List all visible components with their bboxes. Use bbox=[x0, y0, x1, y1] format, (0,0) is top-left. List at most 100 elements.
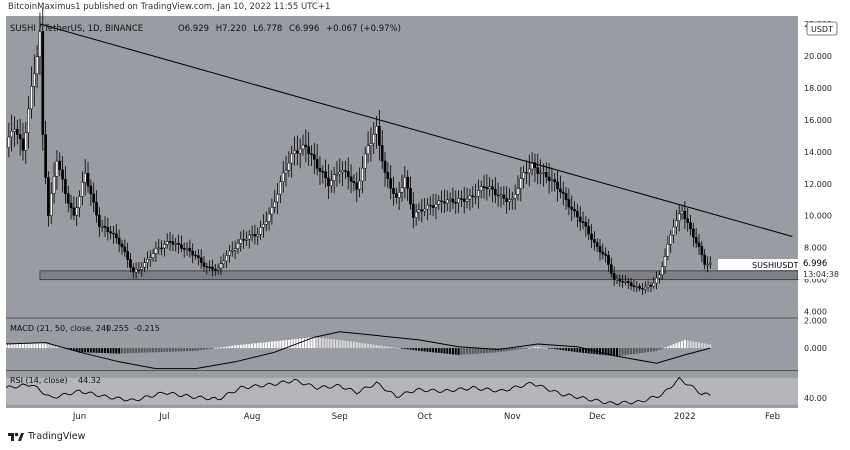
candle-body bbox=[431, 205, 435, 208]
macd-histogram-bar bbox=[485, 348, 488, 353]
macd-histogram-bar bbox=[36, 342, 39, 349]
macd-histogram-bar bbox=[197, 348, 200, 351]
time-axis-tick: Dec bbox=[589, 412, 606, 422]
macd-histogram-bar bbox=[160, 348, 163, 353]
candle-body bbox=[525, 172, 528, 174]
candle-body bbox=[146, 258, 149, 263]
macd-histogram-bar bbox=[401, 348, 403, 349]
candle-body bbox=[191, 250, 195, 256]
macd-histogram-bar bbox=[542, 347, 545, 349]
macd-histogram-bar bbox=[460, 348, 463, 355]
candle-body bbox=[400, 187, 404, 193]
tradingview-logo[interactable]: TradingView bbox=[8, 431, 85, 442]
macd-histogram-bar bbox=[7, 343, 10, 349]
candle-body bbox=[505, 198, 508, 202]
macd-histogram-bar bbox=[562, 348, 565, 351]
candle-body bbox=[632, 285, 636, 287]
candle-body bbox=[259, 226, 262, 235]
macd-histogram-bar bbox=[635, 348, 638, 354]
macd-histogram-bar bbox=[395, 347, 398, 349]
macd-histogram-bar bbox=[242, 344, 245, 349]
macd-histogram-bar bbox=[194, 348, 197, 351]
candle-body bbox=[440, 200, 443, 203]
macd-histogram-bar bbox=[567, 348, 570, 352]
macd-histogram-bar bbox=[548, 348, 551, 349]
macd-histogram-bar bbox=[420, 348, 423, 352]
macd-histogram-bar bbox=[44, 342, 47, 349]
candle-body bbox=[78, 196, 81, 208]
price-value: 6.996 bbox=[803, 259, 827, 269]
candle-body bbox=[584, 222, 588, 227]
candle-body bbox=[607, 255, 610, 265]
macd-histogram-bar bbox=[497, 348, 500, 353]
macd-histogram-bar bbox=[675, 343, 678, 349]
candle-body bbox=[553, 179, 557, 183]
candle-body bbox=[465, 198, 469, 202]
candle-body bbox=[683, 211, 687, 220]
candle-body bbox=[262, 224, 265, 228]
candle-body bbox=[380, 145, 384, 162]
macd-histogram-bar bbox=[55, 345, 58, 349]
candle-body bbox=[361, 167, 364, 182]
rsi-title: RSI (14, close) bbox=[10, 376, 68, 385]
candle-body bbox=[638, 286, 641, 289]
candle-body bbox=[219, 263, 223, 269]
candle-body bbox=[689, 222, 692, 230]
candle-body bbox=[202, 262, 206, 267]
candle-body bbox=[236, 243, 240, 249]
price-axis-tick: 14.000 bbox=[804, 148, 832, 157]
candle-body bbox=[13, 129, 16, 132]
macd-histogram-bar bbox=[143, 348, 146, 353]
macd-histogram-bar bbox=[440, 348, 443, 354]
candle-body bbox=[578, 216, 582, 223]
candle-body bbox=[66, 193, 70, 204]
candle-body bbox=[222, 260, 226, 265]
macd-histogram-bar bbox=[661, 348, 664, 349]
candle-body bbox=[32, 73, 36, 87]
macd-histogram-bar bbox=[386, 346, 389, 349]
time-axis-tick: Nov bbox=[504, 412, 521, 422]
macd-histogram-bar bbox=[228, 346, 231, 349]
tradingview-icon bbox=[8, 432, 24, 441]
macd-histogram-bar bbox=[225, 346, 228, 349]
candle-body bbox=[536, 167, 540, 174]
candle-body bbox=[411, 203, 415, 218]
macd-histogram-bar bbox=[463, 348, 466, 355]
macd-histogram-bar bbox=[516, 348, 519, 350]
macd-panel-background bbox=[6, 318, 798, 370]
time-axis-tick: Aug bbox=[244, 412, 261, 422]
macd-histogram-bar bbox=[559, 348, 562, 350]
candle-body bbox=[290, 153, 294, 164]
low-label: L bbox=[253, 24, 258, 34]
macd-histogram-bar bbox=[553, 348, 556, 350]
symbol-title: SUSHI / TetherUS, 1D, BINANCE bbox=[10, 24, 143, 34]
macd-histogram-bar bbox=[519, 348, 522, 350]
candle-body bbox=[460, 198, 463, 200]
candle-body bbox=[426, 204, 429, 210]
candle-body bbox=[669, 234, 673, 245]
macd-histogram-bar bbox=[327, 338, 330, 349]
open-label: O bbox=[178, 24, 185, 34]
candle-body bbox=[595, 242, 599, 247]
rsi-value: 44.32 bbox=[78, 376, 101, 385]
macd-histogram-bar bbox=[533, 347, 536, 349]
candle-body bbox=[109, 231, 112, 234]
macd-histogram-bar bbox=[358, 342, 361, 349]
currency-badge[interactable] bbox=[806, 21, 838, 36]
time-axis-tick: 2022 bbox=[674, 412, 696, 422]
macd-histogram-bar bbox=[84, 348, 87, 353]
candle-body bbox=[708, 262, 712, 265]
candle-body bbox=[225, 255, 228, 262]
macd-histogram-bar bbox=[703, 343, 706, 349]
macd-histogram-bar bbox=[217, 347, 220, 349]
right-axis-area bbox=[798, 16, 850, 408]
macd-histogram-bar bbox=[392, 347, 395, 349]
macd-histogram-bar bbox=[367, 343, 370, 349]
macd-histogram-bar bbox=[33, 343, 36, 349]
candle-body bbox=[559, 188, 562, 193]
macd-histogram-bar bbox=[239, 344, 242, 349]
candle-body bbox=[672, 226, 675, 236]
candle-body bbox=[208, 266, 211, 269]
candle-body bbox=[471, 195, 475, 198]
candle-body bbox=[454, 202, 458, 204]
